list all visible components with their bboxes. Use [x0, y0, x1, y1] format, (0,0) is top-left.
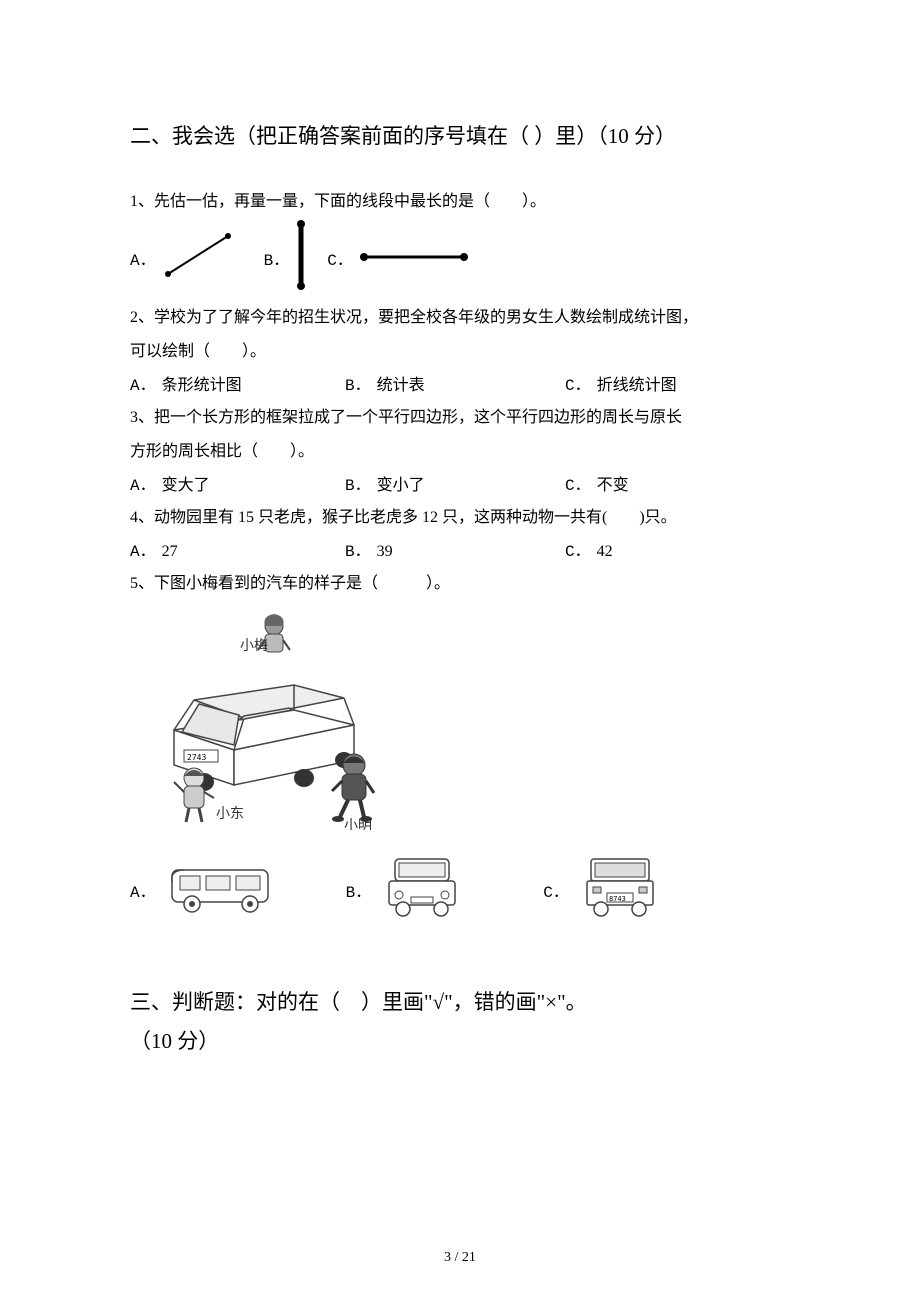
- q5-carC-icon: 8743: [579, 855, 661, 926]
- q3-optA-text: 变大了: [162, 470, 210, 502]
- q2-optA-text: 条形统计图: [162, 370, 242, 402]
- label-dong: 小东: [216, 806, 244, 822]
- q1-lineC-icon: [359, 245, 471, 277]
- q2-optC-text: 折线统计图: [597, 370, 677, 402]
- section-3-line1: 三、判断题：对的在（ ）里画"√"，错的画"×"。: [130, 986, 790, 1020]
- q4-optA-text: 27: [162, 536, 178, 568]
- q4-optC-text: 42: [597, 536, 613, 568]
- q1-optB-label: B．: [264, 245, 290, 277]
- q4-optB-text: 39: [377, 536, 393, 568]
- q1-text: 1、先估一估，再量一量，下面的线段中最长的是（ ）。: [130, 186, 790, 218]
- q4-optC-label: C．: [565, 536, 591, 568]
- q4-text: 4、动物园里有 15 只老虎，猴子比老虎多 12 只，这两种动物一共有( )只。: [130, 502, 790, 534]
- q4-options: A．27 B．39 C．42: [130, 536, 790, 568]
- q3-optA-label: A．: [130, 470, 156, 502]
- q2-line2: 可以绘制（ ）。: [130, 336, 790, 368]
- q3-options: A．变大了 B．变小了 C．不变: [130, 470, 790, 502]
- q3-optB-label: B．: [345, 470, 371, 502]
- page-number: 3 / 21: [0, 1250, 920, 1266]
- q1-lineB-icon: [295, 220, 307, 302]
- q1-optA-label: A．: [130, 245, 156, 277]
- q5-text: 5、下图小梅看到的汽车的样子是（ ）。: [130, 568, 790, 600]
- q2-optC-label: C．: [565, 370, 591, 402]
- q5-optC-label: C．: [543, 878, 569, 902]
- q3-line1: 3、把一个长方形的框架拉成了一个平行四边形，这个平行四边形的周长与原长: [130, 402, 790, 434]
- q3-optB-text: 变小了: [377, 470, 425, 502]
- q3-optC-text: 不变: [597, 470, 629, 502]
- q4-optB-label: B．: [345, 536, 371, 568]
- q2-line1: 2、学校为了了解今年的招生状况，要把全校各年级的男女生人数绘制成统计图，: [130, 302, 790, 334]
- q1-lineA-icon: [162, 230, 236, 292]
- q1-options: A． B． C．: [130, 220, 790, 302]
- section-2-title: 二、我会选（把正确答案前面的序号填在（ ）里）（10 分）: [130, 120, 790, 154]
- q2-options: A．条形统计图 B．统计表 C．折线统计图: [130, 370, 790, 402]
- q2-optB-text: 统计表: [377, 370, 425, 402]
- label-ming: 小明: [344, 818, 372, 830]
- q5-carC-plate: 8743: [609, 895, 626, 903]
- q3-optC-label: C．: [565, 470, 591, 502]
- q2-optA-label: A．: [130, 370, 156, 402]
- q5-options: A． B．: [130, 855, 790, 926]
- q5-scene-figure: 小梅 2743: [144, 610, 790, 835]
- q3-line2: 方形的周长相比（ ）。: [130, 436, 790, 468]
- q4-optA-label: A．: [130, 536, 156, 568]
- q5-carB-icon: [381, 855, 463, 926]
- q5-optB-label: B．: [346, 878, 372, 902]
- label-mei: 小梅: [240, 638, 268, 654]
- car-plate: 2743: [187, 753, 206, 762]
- section-3-line2: （10 分）: [130, 1025, 790, 1059]
- q5-optA-label: A．: [130, 878, 156, 902]
- q5-carA-icon: [166, 858, 276, 923]
- q1-optC-label: C．: [327, 245, 353, 277]
- q2-optB-label: B．: [345, 370, 371, 402]
